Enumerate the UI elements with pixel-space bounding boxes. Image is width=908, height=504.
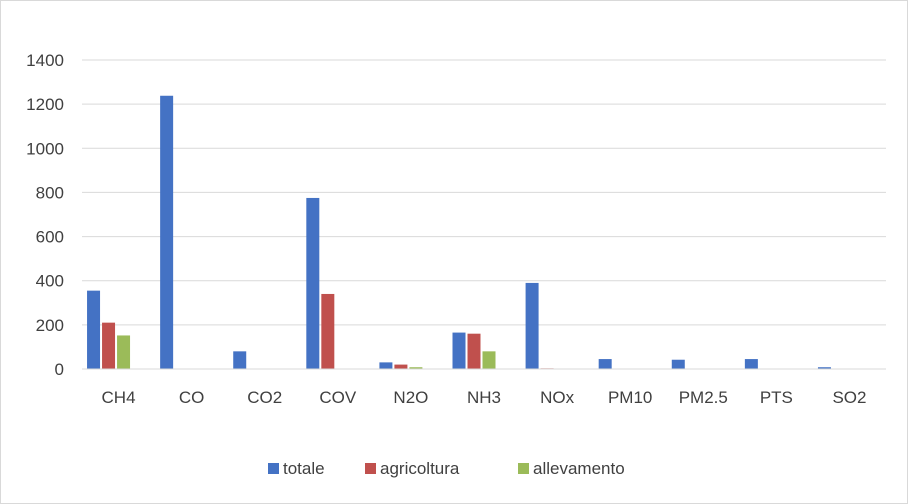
y-tick-label: 1200 — [26, 95, 64, 114]
legend: totale agricoltura allevamento — [268, 459, 625, 478]
x-tick-label: NH3 — [467, 388, 501, 407]
legend-swatch-agricoltura — [365, 463, 376, 474]
y-axis-tick-labels: 0 200 400 600 800 1000 1200 1400 — [26, 51, 64, 379]
x-tick-label: N2O — [393, 388, 428, 407]
bar-totale-PTS — [744, 359, 758, 369]
bar-agricoltura-NH3 — [467, 333, 481, 369]
x-tick-label: COV — [319, 388, 357, 407]
y-tick-label: 1400 — [26, 51, 64, 70]
y-tick-label: 200 — [36, 316, 64, 335]
y-tick-label: 0 — [55, 360, 64, 379]
bar-agricoltura-COV — [321, 293, 335, 369]
x-tick-label: PM2.5 — [679, 388, 728, 407]
bar-totale-PM2.5 — [671, 359, 685, 369]
y-tick-label: 400 — [36, 272, 64, 291]
legend-label-totale: totale — [283, 459, 325, 478]
bar-agricoltura-CH4 — [102, 322, 116, 369]
bar-totale-N2O — [379, 362, 393, 369]
x-tick-label: PM10 — [608, 388, 652, 407]
legend-label-allevamento: allevamento — [533, 459, 625, 478]
y-tick-label: 800 — [36, 183, 64, 202]
legend-swatch-allevamento — [518, 463, 529, 474]
bars — [87, 95, 831, 370]
bar-allevamento-N2O — [409, 367, 423, 369]
bar-totale-COV — [306, 197, 320, 369]
y-tick-label: 600 — [36, 228, 64, 247]
legend-label-agricoltura: agricoltura — [380, 459, 460, 478]
bar-totale-CO2 — [233, 351, 247, 369]
legend-swatch-totale — [268, 463, 279, 474]
gridlines — [82, 59, 886, 326]
x-tick-label: SO2 — [832, 388, 866, 407]
bar-allevamento-CH4 — [117, 335, 131, 369]
x-tick-label: NOx — [540, 388, 575, 407]
bar-totale-SO2 — [817, 367, 831, 369]
bar-totale-CO — [160, 95, 174, 370]
bar-allevamento-NH3 — [482, 351, 496, 369]
x-axis-tick-labels: CH4 CO CO2 COV N2O NH3 NOx PM10 PM2.5 PTS SO2 — [102, 388, 867, 407]
x-tick-label: CO2 — [247, 388, 282, 407]
x-tick-label: CO — [179, 388, 205, 407]
bar-totale-PM10 — [598, 359, 612, 369]
bar-totale-NOx — [525, 282, 539, 369]
x-tick-label: CH4 — [102, 388, 136, 407]
x-tick-label: PTS — [760, 388, 793, 407]
y-tick-label: 1000 — [26, 139, 64, 158]
bar-totale-CH4 — [87, 290, 101, 369]
bar-totale-NH3 — [452, 332, 466, 369]
bar-agricoltura-N2O — [394, 364, 408, 369]
